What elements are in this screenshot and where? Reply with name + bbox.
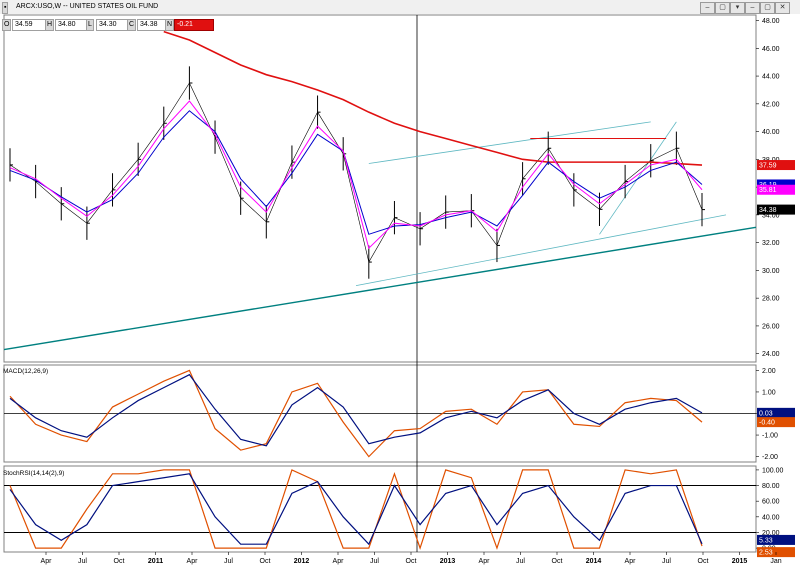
title-bar — [0, 0, 800, 14]
ohlc-value-h: 34.80 — [55, 19, 89, 31]
time-tick-month: Oct — [552, 558, 563, 565]
time-tick-month: Jul — [78, 558, 87, 565]
stoch-line — [9, 469, 703, 550]
ohlc-label-o: O — [2, 19, 12, 31]
stoch-tick-label: 60.00 — [762, 499, 780, 506]
time-tick-month: Jul — [370, 558, 379, 565]
time-tick-year: 2015 — [732, 558, 748, 565]
time-tick-month: Oct — [698, 558, 709, 565]
time-tick-month: Apr — [479, 558, 491, 565]
ohlc-value-c: 34.38 — [137, 19, 171, 31]
macd-value-label-bg — [757, 417, 795, 428]
ohlc-value-n: -0.21 — [174, 19, 214, 31]
price-tick-label: 34.00 — [762, 212, 780, 219]
time-tick-month: Apr — [625, 558, 637, 565]
time-tick-month: Jan — [770, 558, 781, 565]
time-tick-month: Jul — [224, 558, 233, 565]
rising-channel-line — [599, 121, 677, 235]
macd-signal-line — [9, 373, 703, 447]
long-trend-line — [3, 226, 757, 351]
ohlc-value-l: 34.30 — [96, 19, 130, 31]
price-line — [9, 82, 703, 263]
price-tick-label: 42.00 — [762, 101, 780, 108]
ohlc-label-c: C — [127, 19, 137, 31]
macd-line — [9, 369, 703, 458]
minimize-icon[interactable]: – — [700, 2, 715, 14]
minimize-panel-icon[interactable]: – — [745, 2, 760, 14]
ema-slow-line — [9, 110, 703, 235]
time-tick-year: 2014 — [586, 558, 602, 565]
macd-tick-label: -1.00 — [762, 433, 778, 440]
time-tick-year: 2012 — [294, 558, 310, 565]
ohlc-label-n: N — [165, 19, 175, 31]
macd-signal-value-label-bg — [757, 407, 795, 418]
restore-icon[interactable]: ▢ — [715, 2, 730, 14]
price-tick-label: 40.00 — [762, 129, 780, 136]
support-line — [355, 214, 727, 287]
price-tick-label: 24.00 — [762, 351, 780, 358]
macd-tick-label: -2.00 — [762, 454, 778, 461]
price-tick-label: 44.00 — [762, 74, 780, 81]
stoch-tick-label: 40.00 — [762, 514, 780, 521]
time-tick-month: Apr — [187, 558, 199, 565]
upper-channel-line — [368, 121, 651, 164]
ohlc-label-l: L — [86, 19, 94, 31]
macd-signal-value-label: 0.03 — [759, 410, 773, 417]
ema-fast-value-label-bg — [757, 184, 795, 195]
chart-menu-icon[interactable]: ▪ — [2, 2, 9, 14]
time-tick-month: Oct — [406, 558, 417, 565]
price-tick-label: 26.00 — [762, 323, 780, 330]
stoch-value-label: 2.53 — [759, 550, 773, 557]
sma-long-value-label-bg — [757, 160, 795, 171]
stochrsi-panel-title: StochRSI(14,14(2),9) — [3, 470, 65, 477]
maximize-icon[interactable]: ▢ — [760, 2, 775, 14]
sma-long-line — [163, 30, 703, 166]
stoch-tick-label: 100.00 — [762, 467, 784, 474]
stoch-tick-label: 80.00 — [762, 483, 780, 490]
ohlc-value-o: 34.59 — [12, 19, 46, 31]
stoch-signal-value-label: 5.33 — [759, 537, 773, 544]
ema-fast-line — [9, 100, 703, 250]
ema-slow-value-label-bg — [757, 179, 795, 190]
stoch-panel-frame — [3, 465, 757, 553]
time-tick-year: 2011 — [148, 558, 163, 565]
price-tick-label: 30.00 — [762, 268, 780, 275]
chart-title: ARCX:USO,W -- UNITED STATES OIL FUND — [16, 3, 159, 10]
price-tick-label: 48.00 — [762, 18, 780, 25]
time-tick-month: Jul — [516, 558, 525, 565]
price-tick-label: 32.00 — [762, 240, 780, 247]
ema-fast-value-label: 35.81 — [759, 187, 777, 194]
macd-panel-title: MACD(12,26,9) — [3, 368, 49, 375]
macd-tick-label: 2.00 — [762, 368, 776, 375]
price-panel-frame — [3, 14, 757, 363]
settings-icon[interactable]: ▾ — [730, 2, 745, 14]
stoch-signal-value-label-bg — [757, 534, 795, 545]
time-tick-month: Apr — [41, 558, 53, 565]
time-tick-month: Apr — [333, 558, 345, 565]
macd-tick-label: 1.00 — [762, 389, 776, 396]
time-tick-year: 2013 — [440, 558, 456, 565]
last-price-label: 34.38 — [759, 207, 777, 214]
time-tick-month: Jul — [662, 558, 671, 565]
time-tick-month: Oct — [114, 558, 125, 565]
last-price-label-bg — [757, 204, 795, 215]
sma-long-value-label: 37.59 — [759, 163, 777, 170]
price-tick-label: 46.00 — [762, 46, 780, 53]
macd-value-label: -0.40 — [759, 420, 775, 427]
time-tick-month: Oct — [260, 558, 271, 565]
price-tick-label: 28.00 — [762, 296, 780, 303]
ohlc-label-h: H — [45, 19, 55, 31]
stoch-signal-line — [9, 473, 703, 546]
stoch-tick-label: 20.00 — [762, 530, 780, 537]
close-icon[interactable]: ✕ — [775, 2, 790, 14]
